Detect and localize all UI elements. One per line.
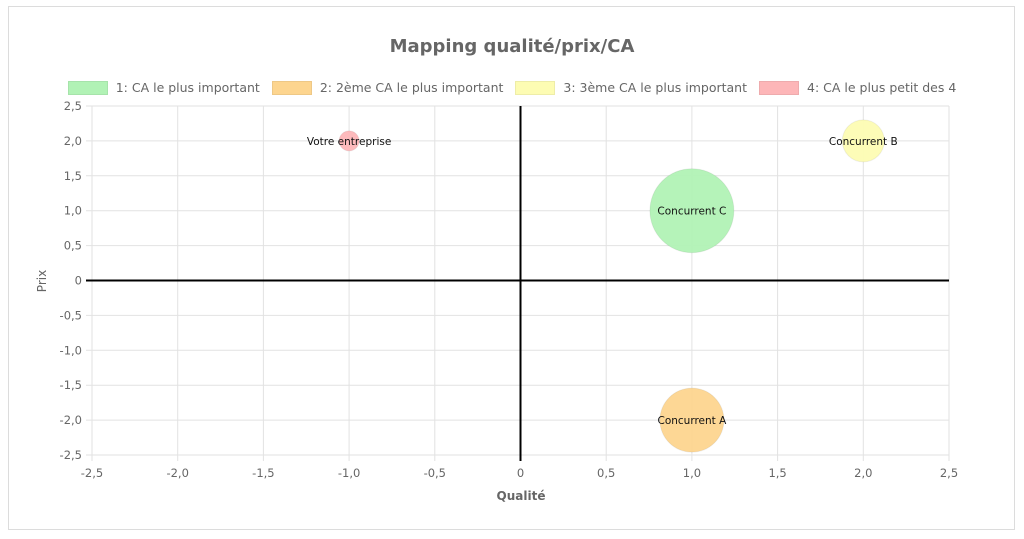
bubble-circle[interactable] [659,387,725,453]
x-tick-label: 2,5 [940,466,958,480]
x-tick-label: 1,0 [683,466,701,480]
bubble-concurrent-b[interactable]: Concurrent B [829,119,898,163]
x-tick-label: -2,0 [166,466,188,480]
bubble-circle[interactable] [649,168,735,254]
y-tick-label: -2,5 [60,448,82,462]
bubble-label: Concurrent B [829,136,898,148]
x-axis-label: Qualité [497,489,546,503]
x-tick-label: 0 [517,466,524,480]
y-tick-label: 2,5 [64,99,82,113]
legend-label: 1: CA le plus important [115,80,260,95]
bubble-label: Concurrent C [657,206,726,218]
bubble-label: Concurrent A [657,415,727,427]
legend-swatch-orange [271,80,312,95]
zero-axes [86,106,949,461]
legend-label: 3: 3ème CA le plus important [563,80,747,95]
x-tick-label: -0,5 [424,466,446,480]
x-tick-label: 0,5 [597,466,615,480]
y-tick-label: 2,0 [64,134,82,148]
legend-item-rank-2[interactable]: 2: 2ème CA le plus important [271,80,504,95]
x-tick-label: 2,0 [854,466,872,480]
x-tick-label: 1,5 [768,466,786,480]
chart-legend: 1: CA le plus important 2: 2ème CA le pl… [0,80,1024,95]
y-tick-label: 1,0 [64,204,82,218]
bubble-concurrent-c[interactable]: Concurrent C [649,168,735,254]
legend-item-rank-1[interactable]: 1: CA le plus important [67,80,260,95]
bubble-circle[interactable] [338,130,360,152]
x-tick-label: -1,5 [252,466,274,480]
y-tick-label: -0,5 [60,308,82,322]
y-tick-label: -1,5 [60,378,82,392]
bubble-votre-entreprise[interactable]: Votre entreprise [307,130,391,152]
bubbles: Votre entreprise Concurrent B Concurrent C… [307,119,898,453]
chart-frame [8,6,1015,530]
legend-item-rank-3[interactable]: 3: 3ème CA le plus important [515,80,747,95]
y-axis-label: Prix [35,270,49,292]
gridlines [86,105,950,461]
y-tick-label: -1,0 [60,343,82,357]
legend-swatch-yellow [515,80,556,95]
bubble-label: Votre entreprise [307,136,391,148]
x-tick-label: -1,0 [338,466,360,480]
legend-item-rank-4[interactable]: 4: CA le plus petit des 4 [759,80,956,95]
chart-title: Mapping qualité/prix/CA [389,36,635,57]
x-tick-label: -2,5 [81,466,103,480]
y-tick-label: 1,5 [64,169,82,183]
bubble-concurrent-a[interactable]: Concurrent A [657,387,727,453]
legend-label: 2: 2ème CA le plus important [319,80,504,95]
y-tick-label: 0,5 [64,239,82,253]
legend-swatch-red [759,80,799,95]
y-tick-label: 0 [75,274,82,288]
bubble-circle[interactable] [841,119,885,163]
tick-labels: -2,5 -2,0 -1,5 -1,0 -0,5 0 0,5 1,0 1,5 2,0 2,5 2,5 2… [60,99,959,480]
y-tick-label: -2,0 [60,413,82,427]
legend-label: 4: CA le plus petit des 4 [807,80,957,95]
legend-swatch-green [67,80,108,95]
